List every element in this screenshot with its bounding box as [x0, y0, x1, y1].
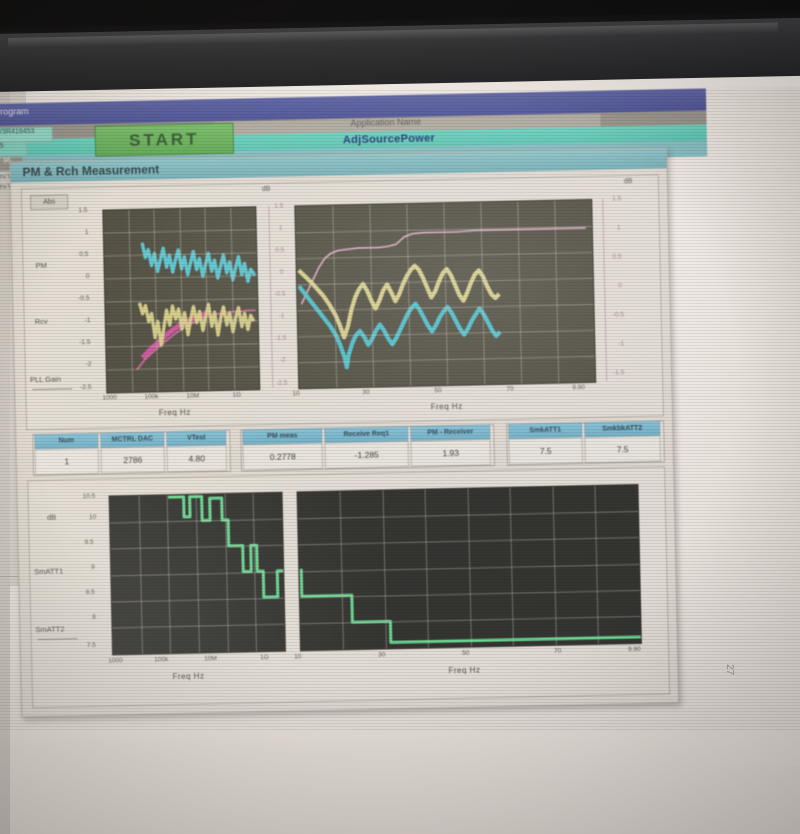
- monitor-screen: Program MV3R416453 455 ST 96 Rev.V334 Re…: [0, 88, 719, 723]
- panel-smatt: dB SmATT1 SmATT2 10.5 10 9.5 9 8.5 8 7.5: [27, 466, 671, 709]
- chart-smatt-zoom[interactable]: [296, 483, 642, 652]
- chart-smatt-wide-trace: [168, 494, 285, 599]
- right-wall-edge: [680, 86, 800, 766]
- measurement-window: PM & Rch Measurement Abs PM Rcv PLL Gain…: [9, 147, 680, 718]
- chart-smatt-wide[interactable]: [108, 491, 287, 656]
- margin-note: 27: [724, 663, 736, 676]
- screen-scanline-overlay: [0, 90, 800, 730]
- wall-seam: [0, 576, 28, 577]
- panel-pm-rcv: Abs PM Rcv PLL Gain 1.5 1 0.5 0 -0.5 -1 …: [20, 174, 664, 431]
- left-wall-edge: [0, 46, 10, 834]
- chart-pm-rcv-zoom[interactable]: [294, 198, 597, 390]
- chart-pm-rcv-wide[interactable]: [102, 206, 261, 394]
